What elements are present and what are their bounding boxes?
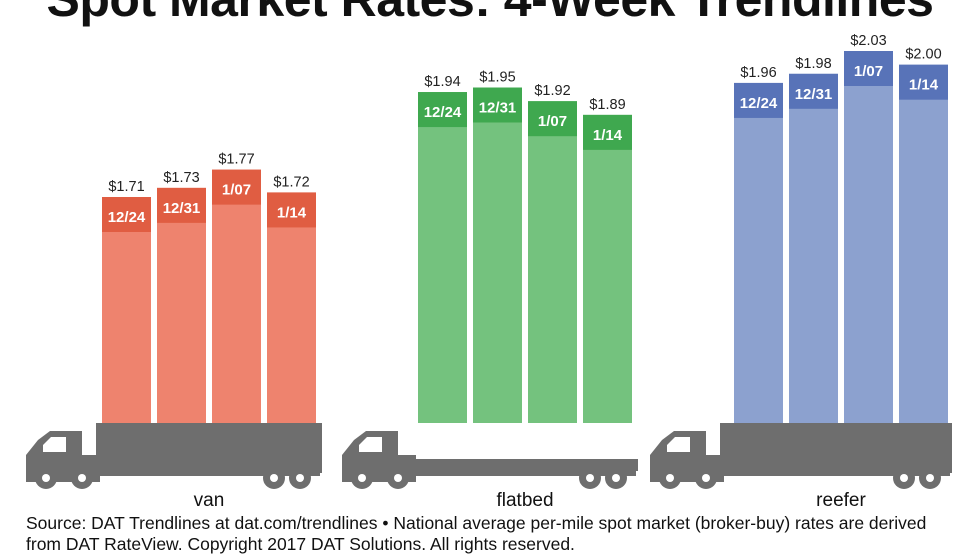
bar-date-label: 1/14 [277,204,307,221]
group-reefer: 12/24 $1.96 12/31 $1.98 1/07 $2.03 1/14 $2.00 re… [650,33,952,511]
wheel-hub [296,474,304,482]
bar-date-cap [267,192,316,228]
bar [844,51,893,423]
bar-date-cap [528,101,577,137]
bar [899,64,948,423]
bar-value-label: $1.94 [424,74,460,90]
bar-date-label: 1/14 [909,77,939,94]
bar-date-cap [102,197,151,232]
cab-window [43,437,66,452]
flatbed-truck-icon [342,431,638,489]
wheel-hub [586,474,594,482]
bar-date-label: 12/31 [795,86,833,103]
bar-date-cap [844,51,893,86]
bar-date-cap [212,169,261,205]
bar-date-label: 12/24 [424,104,462,121]
bar-value-label: $1.92 [534,83,570,99]
bar-value-label: $1.77 [218,152,254,168]
chassis-rail [82,468,320,476]
bar-date-cap [157,187,206,223]
wheel-hub [900,474,908,482]
bar-value-label: $2.00 [905,47,941,63]
bar-value-label: $1.96 [740,65,776,81]
bar [267,192,316,423]
cab-window [359,437,382,452]
bar [528,101,577,423]
group-label-flatbed: flatbed [496,490,553,511]
cab-window [667,437,690,452]
bar-value-label: $1.72 [273,174,309,190]
bar-date-label: 12/31 [479,100,517,117]
group-label-van: van [194,490,225,511]
bar-date-cap [418,92,467,128]
wheel-hub [394,474,402,482]
van-truck-icon [26,423,322,489]
bar-date-label: 12/31 [163,200,201,217]
wheel-hub [270,474,278,482]
bar-date-label: 12/24 [108,209,146,226]
group-label-reefer: reefer [816,490,866,511]
bar [102,197,151,423]
wheel-hub [702,474,710,482]
chart-title: Spot Market Rates: 4-Week Trendlines [0,0,980,24]
bar-date-label: 12/24 [740,95,778,112]
group-flatbed: 12/24 $1.94 12/31 $1.95 1/07 $1.92 1/14 $1.89 fl… [342,70,638,511]
bar [734,82,783,423]
wheel-hub [78,474,86,482]
bar-value-label: $1.73 [163,170,199,186]
bar-date-cap [899,64,948,100]
chassis-rail [706,468,950,476]
wheel-hub [926,474,934,482]
bar-value-label: $1.71 [108,179,144,195]
trailer-box [720,423,952,473]
bar-value-label: $1.98 [795,56,831,72]
bar [473,87,522,423]
source-note: Source: DAT Trendlines at dat.com/trendl… [26,513,927,554]
bar-value-label: $2.03 [850,33,886,49]
bar-date-label: 1/14 [593,127,623,144]
wheel-hub [358,474,366,482]
bar [418,92,467,423]
chassis-rail [398,468,636,476]
bar [789,73,838,423]
bar [583,114,632,423]
bar-date-label: 1/07 [538,113,567,130]
wheel-hub [42,474,50,482]
bar-value-label: $1.89 [589,97,625,113]
bar-date-label: 1/07 [854,63,883,80]
bar-date-label: 1/07 [222,182,251,199]
wheel-hub [612,474,620,482]
trailer-box [96,423,322,473]
bar-date-cap [583,114,632,150]
group-van: 12/24 $1.71 12/31 $1.73 1/07 $1.77 1/14 $1.72 va… [26,152,322,511]
bar-date-cap [789,73,838,109]
bar [212,169,261,423]
wheel-hub [666,474,674,482]
bar-value-label: $1.95 [479,70,515,86]
bar [157,187,206,423]
reefer-truck-icon [650,423,952,489]
bar-date-cap [473,87,522,123]
bar-date-cap [734,82,783,118]
